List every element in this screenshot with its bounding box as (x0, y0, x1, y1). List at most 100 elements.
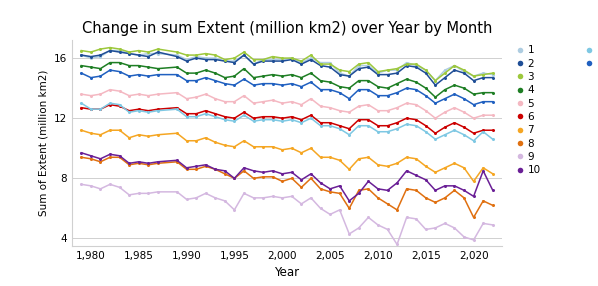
12 (173, 73, 181, 76)
11 (279, 120, 286, 123)
9 (346, 232, 353, 236)
8 (269, 175, 276, 178)
2 (288, 58, 295, 61)
9 (288, 195, 295, 198)
12 (78, 72, 85, 75)
1 (183, 58, 190, 61)
12 (202, 76, 209, 79)
12 (441, 97, 448, 100)
Line: 4: 4 (80, 61, 495, 99)
6 (154, 108, 161, 111)
1 (135, 53, 142, 57)
4 (78, 64, 85, 67)
4 (460, 86, 468, 90)
4 (173, 65, 181, 69)
8 (288, 177, 295, 180)
9 (87, 184, 94, 188)
8 (116, 156, 123, 159)
1 (87, 56, 94, 60)
5 (279, 102, 286, 105)
8 (470, 216, 477, 219)
10 (106, 152, 114, 156)
12 (212, 79, 219, 82)
8 (279, 180, 286, 183)
6 (250, 116, 257, 120)
8 (384, 202, 391, 206)
9 (212, 196, 219, 200)
9 (106, 183, 114, 186)
9 (336, 208, 343, 212)
7 (135, 133, 142, 136)
1 (422, 68, 429, 72)
12 (298, 85, 305, 88)
3 (393, 67, 401, 70)
9 (374, 223, 382, 227)
3 (135, 49, 142, 52)
7 (173, 132, 181, 135)
1 (288, 56, 295, 60)
11 (154, 109, 161, 112)
10 (288, 170, 295, 174)
5 (288, 100, 295, 103)
8 (432, 201, 439, 204)
11 (451, 128, 458, 132)
1 (346, 74, 353, 78)
7 (470, 180, 477, 183)
2 (260, 59, 267, 63)
9 (355, 226, 362, 230)
11 (374, 130, 382, 134)
4 (202, 68, 209, 72)
8 (106, 156, 114, 159)
1 (480, 72, 487, 75)
5 (183, 97, 190, 100)
1 (279, 58, 286, 61)
10 (78, 151, 85, 154)
2 (365, 65, 372, 69)
11 (231, 120, 238, 123)
9 (451, 226, 458, 230)
3 (432, 79, 439, 82)
2 (336, 73, 343, 76)
8 (97, 160, 104, 164)
3 (78, 49, 85, 52)
4 (97, 67, 104, 70)
2 (173, 55, 181, 58)
5 (145, 94, 152, 97)
6 (78, 106, 85, 109)
6 (441, 126, 448, 129)
11 (87, 108, 94, 111)
5 (221, 100, 228, 103)
3 (97, 47, 104, 51)
11 (489, 138, 496, 141)
6 (135, 108, 142, 111)
6 (87, 108, 94, 111)
1 (489, 73, 496, 76)
3 (470, 74, 477, 78)
6 (298, 118, 305, 122)
7 (250, 145, 257, 148)
12 (231, 84, 238, 87)
9 (193, 196, 200, 200)
1 (327, 61, 334, 64)
11 (260, 118, 267, 122)
12 (87, 76, 94, 79)
8 (154, 162, 161, 165)
8 (126, 163, 133, 166)
1 (97, 55, 104, 58)
Line: 5: 5 (80, 88, 495, 120)
7 (489, 172, 496, 176)
2 (489, 76, 496, 79)
4 (145, 65, 152, 69)
4 (221, 76, 228, 79)
6 (260, 115, 267, 118)
1 (240, 53, 248, 57)
4 (441, 88, 448, 91)
8 (135, 162, 142, 165)
8 (336, 192, 343, 195)
9 (97, 187, 104, 190)
7 (355, 157, 362, 160)
3 (307, 53, 315, 57)
3 (489, 72, 496, 75)
2 (221, 59, 228, 63)
6 (327, 121, 334, 124)
